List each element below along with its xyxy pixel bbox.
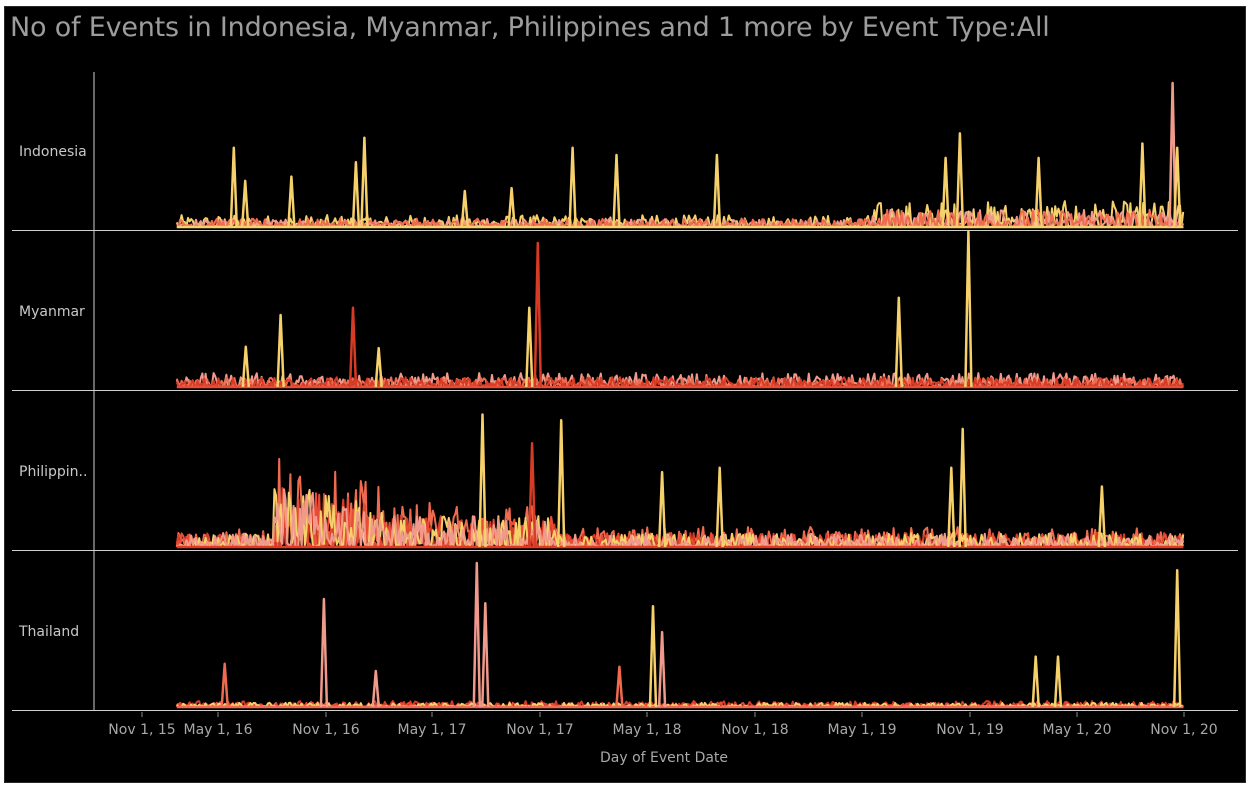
spike-0-4 [351,160,361,228]
spike-3-2 [371,669,381,708]
spike-2-2 [556,419,566,548]
x-tick-label-4: Nov 1, 17 [506,722,573,738]
spike-2-4 [715,466,724,548]
spike-1-2 [348,306,358,388]
x-tick-label-1: May 1, 16 [183,722,252,738]
spike-0-0 [229,146,239,228]
spike-0-15 [1172,146,1182,228]
spike-0-11 [941,156,950,228]
spike-3-1 [319,597,329,708]
spike-0-1 [240,179,250,228]
spike-0-6 [507,186,516,228]
spike-2-6 [947,466,956,548]
row-label-0: Indonesia [19,144,87,160]
spike-0-8 [612,153,621,228]
spike-0-10 [955,132,965,228]
x-tick-label-8: Nov 1, 19 [936,722,1003,738]
spike-1-6 [894,296,904,388]
spike-0-13 [1138,142,1147,228]
x-tick-label-0: Nov 1, 15 [108,722,175,738]
x-tick-label-6: Nov 1, 18 [721,722,788,738]
x-tick-label-5: May 1, 18 [612,722,681,738]
x-tick-label-9: May 1, 20 [1042,722,1111,738]
spike-1-3 [374,346,383,388]
spike-3-7 [615,665,624,708]
spike-3-6 [657,630,667,708]
x-axis-title: Day of Event Date [600,750,728,766]
spike-1-0 [241,345,251,388]
spike-2-3 [657,470,667,548]
x-tick-label-10: Nov 1, 20 [1150,722,1217,738]
spike-1-5 [533,241,543,388]
row-label-1: Myanmar [19,304,85,320]
spike-0-14 [1168,81,1177,228]
chart-frame [4,6,1246,783]
spike-0-2 [287,175,296,228]
x-tick-label-7: May 1, 19 [827,722,896,738]
spike-1-4 [525,306,534,388]
series-line-1-2 [175,376,1185,388]
spike-1-1 [276,313,285,388]
spike-2-7 [1097,485,1107,548]
row-label-2: Philippin.. [19,464,87,480]
x-tick-label-3: May 1, 17 [397,722,466,738]
x-tick-label-2: Nov 1, 16 [292,722,359,738]
spike-0-12 [1034,156,1043,228]
spike-3-0 [220,662,229,708]
spike-0-9 [712,153,722,228]
spike-1-7 [964,230,973,388]
spike-3-4 [481,602,490,708]
spike-0-7 [568,146,577,228]
chart-title: No of Events in Indonesia, Myanmar, Phil… [10,12,1050,43]
spike-2-1 [527,442,537,548]
spike-3-9 [1053,655,1063,708]
spike-3-5 [648,604,658,708]
spike-2-5 [958,427,967,548]
spike-3-8 [1031,655,1040,708]
spike-3-3 [472,561,482,708]
series-line-2-4 [176,488,1185,548]
spike-2-0 [478,413,487,548]
spike-0-3 [360,136,369,228]
spike-0-5 [460,189,470,228]
spike-3-10 [1172,568,1182,708]
row-label-3: Thailand [18,624,79,640]
